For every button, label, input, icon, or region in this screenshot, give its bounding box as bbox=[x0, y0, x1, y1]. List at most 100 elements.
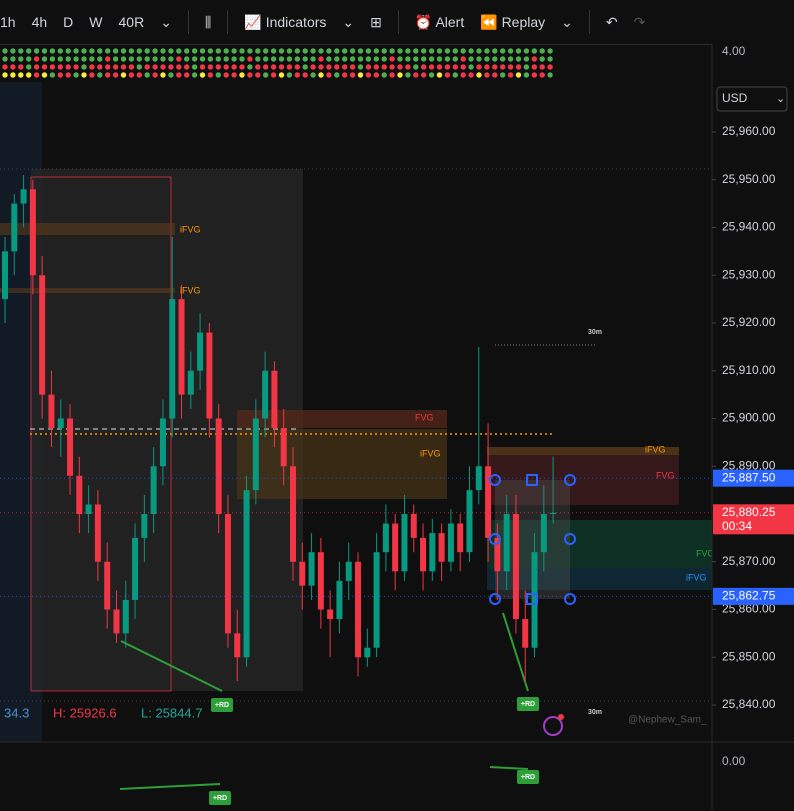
dropdown-arrow[interactable]: ⌄ bbox=[561, 13, 573, 30]
interval[interactable]: 4h bbox=[31, 14, 48, 30]
dropdown-arrow[interactable]: ⌄ bbox=[160, 13, 172, 30]
price-tick-label: 25,940.00 bbox=[722, 220, 776, 234]
candle-body bbox=[150, 466, 157, 514]
status-dot bbox=[10, 72, 16, 78]
status-dot bbox=[334, 64, 340, 70]
status-dot bbox=[89, 56, 95, 62]
undo[interactable]: ↶ bbox=[605, 13, 618, 30]
status-dot bbox=[349, 48, 356, 54]
status-dot bbox=[73, 72, 79, 78]
annotation: FVG bbox=[656, 470, 675, 480]
interval[interactable]: W bbox=[89, 14, 103, 30]
status-dot bbox=[326, 72, 332, 78]
watermark: @Nephew_Sam_ bbox=[628, 715, 707, 726]
status-dot bbox=[128, 64, 135, 70]
status-dot bbox=[128, 56, 135, 62]
status-dot bbox=[215, 56, 221, 62]
alert-button[interactable]: ⏰ Alert bbox=[414, 13, 465, 30]
status-dot bbox=[247, 72, 253, 78]
layouts[interactable]: ⊞ bbox=[370, 13, 382, 30]
replay-button[interactable]: ⏪ Replay bbox=[480, 13, 546, 30]
status-dot bbox=[231, 72, 237, 78]
status-dot bbox=[2, 56, 8, 62]
status-dot bbox=[421, 48, 427, 54]
status-dot bbox=[373, 64, 379, 70]
status-dot bbox=[41, 56, 48, 62]
candle-body bbox=[317, 552, 324, 610]
status-dot bbox=[286, 56, 293, 62]
status-dot bbox=[152, 64, 158, 70]
status-dot bbox=[199, 72, 206, 78]
status-dot bbox=[365, 48, 372, 54]
status-dot bbox=[239, 48, 245, 54]
status-dot bbox=[310, 48, 316, 54]
status-dot bbox=[500, 48, 506, 54]
status-dot bbox=[128, 48, 135, 54]
status-dot bbox=[318, 72, 324, 78]
handle bbox=[489, 593, 501, 605]
status-dot bbox=[484, 48, 490, 54]
status-dot bbox=[97, 72, 103, 78]
status-dot bbox=[389, 64, 395, 70]
candle-body bbox=[447, 523, 454, 562]
status-dot bbox=[349, 64, 356, 70]
status-dot bbox=[57, 72, 63, 78]
price-tick-label: 25,950.00 bbox=[722, 172, 776, 186]
status-dot bbox=[373, 72, 379, 78]
candle-body bbox=[141, 514, 148, 538]
status-dot bbox=[326, 48, 332, 54]
dropdown-arrow[interactable]: ⌄ bbox=[342, 13, 355, 30]
price-axis bbox=[712, 44, 794, 744]
candle-body bbox=[159, 418, 166, 467]
annotation: 30m bbox=[588, 709, 602, 716]
status-dot bbox=[112, 56, 119, 62]
status-dot bbox=[507, 48, 514, 54]
status-dot bbox=[507, 72, 514, 78]
status-dot bbox=[215, 72, 221, 78]
currency-select[interactable] bbox=[716, 86, 788, 112]
candle-body bbox=[57, 418, 64, 429]
candle-body bbox=[540, 514, 547, 553]
status-dot bbox=[539, 72, 545, 78]
candle-body bbox=[355, 561, 362, 658]
status-dot bbox=[318, 48, 324, 54]
annotation: iFVG bbox=[180, 285, 201, 295]
status-dot bbox=[41, 64, 48, 70]
rd-badge bbox=[209, 791, 231, 805]
price-tick-label: 25,890.00 bbox=[722, 458, 776, 472]
status-dot bbox=[49, 48, 56, 54]
price-tick-label: 25,930.00 bbox=[722, 267, 776, 281]
status-dot bbox=[373, 56, 379, 62]
status-dot bbox=[397, 56, 403, 62]
oscillator-label: 0.00 bbox=[722, 754, 746, 768]
status-dot bbox=[349, 72, 356, 78]
indicators-button[interactable]: 📈 Indicators bbox=[236, 14, 334, 31]
status-dot bbox=[539, 56, 545, 62]
status-dot bbox=[160, 72, 166, 78]
status-dot bbox=[365, 72, 372, 78]
status-dot bbox=[239, 64, 245, 70]
status-dot bbox=[547, 64, 553, 70]
redo[interactable]: ↷ bbox=[633, 13, 646, 30]
price-tag-label: 25,862.75 bbox=[722, 589, 776, 603]
interval[interactable]: D bbox=[63, 14, 74, 30]
ifvg-zone bbox=[237, 429, 447, 499]
status-dot bbox=[318, 64, 324, 70]
interval[interactable]: 40R bbox=[118, 14, 145, 30]
interval[interactable]: 1h bbox=[0, 14, 16, 30]
handle bbox=[564, 593, 576, 605]
price-tick-label: 25,960.00 bbox=[722, 124, 776, 138]
chart-type[interactable]: ⫼ bbox=[204, 13, 212, 30]
rd-badge bbox=[211, 698, 233, 712]
candle-body bbox=[531, 552, 538, 648]
candle-body bbox=[410, 514, 417, 538]
status-dot bbox=[436, 48, 443, 54]
status-dot bbox=[81, 56, 87, 62]
status-dot bbox=[436, 72, 443, 78]
status-dot bbox=[160, 64, 166, 70]
status-dot bbox=[334, 48, 340, 54]
candle-body bbox=[336, 580, 343, 620]
status-dot bbox=[231, 48, 237, 54]
candle-body bbox=[262, 370, 269, 419]
flash-icon[interactable] bbox=[543, 716, 563, 736]
